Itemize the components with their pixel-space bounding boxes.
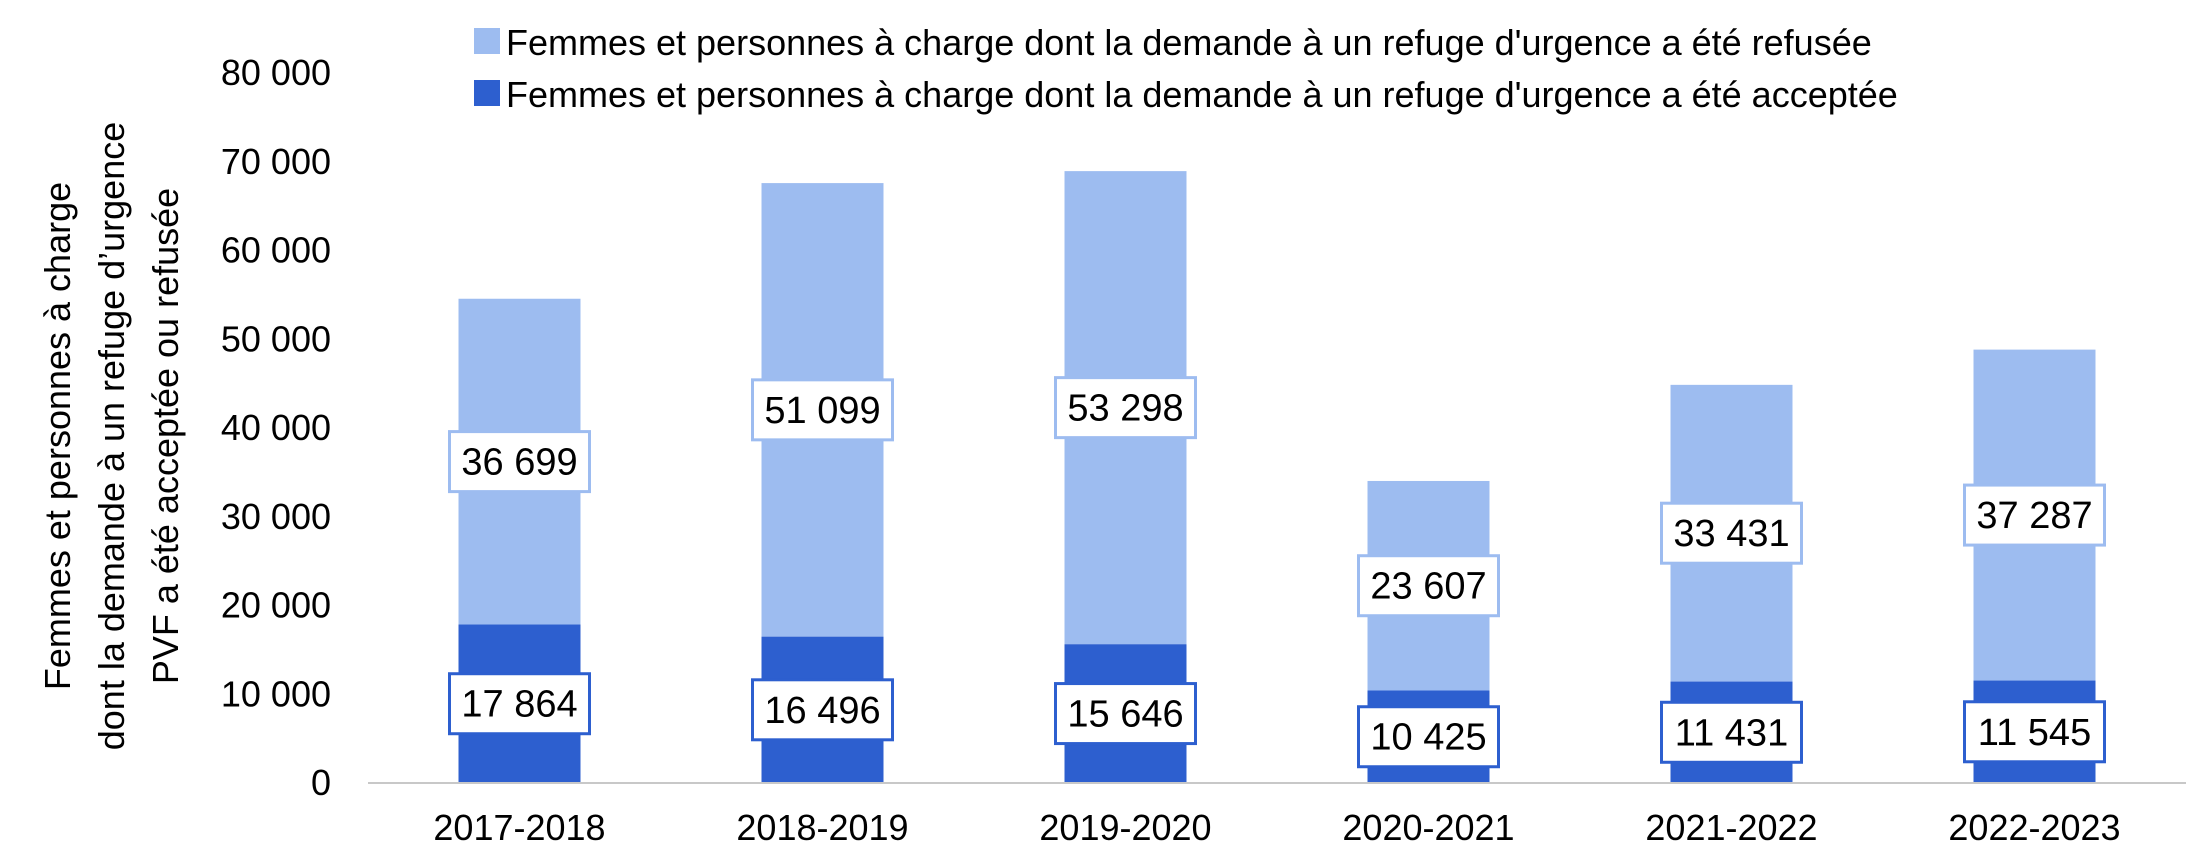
y-tick-label: 70 000 xyxy=(221,141,331,182)
y-tick-label: 0 xyxy=(311,762,331,803)
x-tick-label: 2017-2018 xyxy=(433,807,605,848)
x-axis-ticks: 2017-2018 2018-2019 2019-2020 2020-2021 2021… xyxy=(433,807,2120,848)
y-tick-label: 10 000 xyxy=(221,673,331,714)
value-label-accepted-box xyxy=(1054,682,1197,746)
bars xyxy=(458,171,2096,783)
x-tick-label: 2020-2021 xyxy=(1342,807,1514,848)
x-tick-label: 2021-2022 xyxy=(1645,807,1817,848)
x-tick-label: 2022-2023 xyxy=(1948,807,2120,848)
y-tick-label: 30 000 xyxy=(221,496,331,537)
value-label-accepted-box xyxy=(448,672,591,736)
legend: Femmes et personnes à charge dont la dem… xyxy=(474,22,1898,115)
value-label-accepted: 11 431 xyxy=(1675,712,1788,754)
legend-swatch-refused xyxy=(474,28,500,54)
x-tick-label: 2018-2019 xyxy=(736,807,908,848)
y-tick-label: 50 000 xyxy=(221,318,331,359)
legend-label-refused: Femmes et personnes à charge dont la dem… xyxy=(506,22,1872,63)
y-tick-label: 60 000 xyxy=(221,230,331,271)
value-label-accepted: 16 496 xyxy=(764,690,880,732)
value-label-refused: 51 099 xyxy=(764,390,880,432)
y-tick-label: 20 000 xyxy=(221,585,331,626)
y-tick-label: 40 000 xyxy=(221,407,331,448)
value-label-refused: 36 699 xyxy=(461,442,577,484)
value-label-accepted: 15 646 xyxy=(1067,694,1183,736)
x-tick-label: 2019-2020 xyxy=(1039,807,1211,848)
value-label-refused: 33 431 xyxy=(1673,513,1789,555)
value-label-accepted-box xyxy=(1357,705,1500,769)
value-label-accepted: 10 425 xyxy=(1370,717,1486,759)
value-labels: 17 864 36 699 16 496 51 099 15 646 53 298 10 4… xyxy=(448,376,2106,769)
y-axis-title-line: Femmes et personnes à charge xyxy=(37,182,78,690)
value-label-refused: 53 298 xyxy=(1067,388,1183,430)
y-tick-label: 80 000 xyxy=(221,52,331,93)
y-axis-title-line: PVF a été acceptée ou refusée xyxy=(145,188,186,684)
value-label-refused-box xyxy=(751,378,894,442)
value-label-accepted-box xyxy=(751,678,894,742)
value-label-accepted-box xyxy=(1963,700,2106,764)
value-label-refused: 37 287 xyxy=(1976,495,2092,537)
y-axis-title: Femmes et personnes à charge dont la dema… xyxy=(37,122,186,750)
value-label-accepted: 17 864 xyxy=(461,684,577,726)
legend-swatch-accepted xyxy=(474,80,500,106)
y-axis-ticks: 0 10 000 20 000 30 000 40 000 50 000 60 000 70 … xyxy=(221,52,331,803)
value-label-refused-box xyxy=(1357,554,1500,618)
value-label-refused-box xyxy=(1054,376,1197,440)
value-label-refused-box xyxy=(1660,501,1803,565)
value-label-refused-box xyxy=(1963,483,2106,547)
value-label-accepted-box xyxy=(1660,700,1803,764)
y-axis-title-line: dont la demande à un refuge d’urgence xyxy=(91,122,132,750)
value-label-refused: 23 607 xyxy=(1370,566,1486,608)
value-label-accepted: 11 545 xyxy=(1978,712,2091,754)
value-label-refused-box xyxy=(448,430,591,494)
legend-label-accepted: Femmes et personnes à charge dont la dem… xyxy=(506,74,1898,115)
